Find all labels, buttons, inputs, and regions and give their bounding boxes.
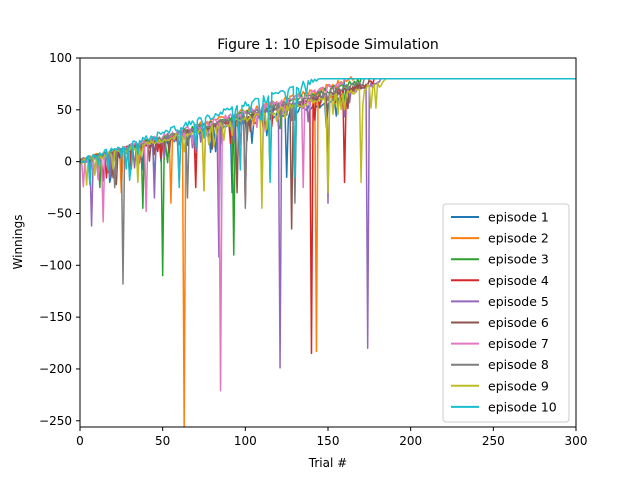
legend-entry: episode 9: [488, 378, 549, 393]
y-tick-label: −100: [39, 258, 72, 272]
y-tick-label: −200: [39, 362, 72, 376]
y-tick-label: 0: [64, 155, 72, 169]
x-tick-label: 200: [399, 434, 422, 448]
y-tick-label: −250: [39, 414, 72, 428]
y-axis: 100 50 0 −50 −100 −150 −200 −250: [39, 51, 80, 428]
x-tick-label: 50: [155, 434, 170, 448]
y-axis-label: Winnings: [11, 215, 25, 270]
chart-title: Figure 1: 10 Episode Simulation: [217, 37, 439, 53]
x-axis-label: Trial #: [308, 456, 347, 470]
legend-entry: episode 4: [488, 273, 549, 288]
legend-entry: episode 6: [488, 315, 549, 330]
y-tick-label: 50: [57, 103, 72, 117]
legend: episode 1 episode 2 episode 3 episode 4 epis…: [442, 203, 570, 423]
legend-entry: episode 2: [488, 231, 549, 246]
legend-entry: episode 3: [488, 252, 549, 267]
y-tick-label: 100: [49, 51, 72, 65]
x-tick-label: 0: [76, 434, 84, 448]
x-tick-label: 150: [317, 434, 340, 448]
x-tick-label: 100: [234, 434, 257, 448]
x-axis: 0 50 100 150 200 250 300: [76, 427, 587, 448]
legend-entry: episode 5: [488, 294, 549, 309]
legend-entry: episode 1: [488, 210, 549, 225]
x-tick-label: 300: [565, 434, 588, 448]
y-tick-label: −150: [39, 310, 72, 324]
y-tick-label: −50: [47, 206, 72, 220]
legend-entry: episode 8: [488, 357, 549, 372]
legend-entry: episode 10: [488, 399, 557, 414]
legend-entry: episode 7: [488, 336, 549, 351]
x-tick-label: 250: [482, 434, 505, 448]
series-line-episode-10: [80, 77, 576, 189]
series-layer: [80, 76, 576, 427]
